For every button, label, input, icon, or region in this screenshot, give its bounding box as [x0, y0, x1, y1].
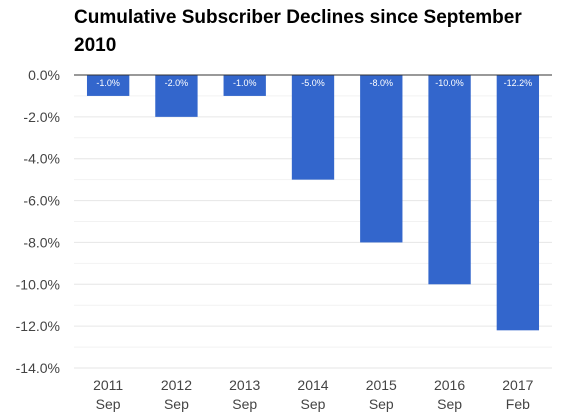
x-tick-label: 2015 — [366, 377, 397, 393]
bar — [360, 75, 403, 243]
data-label: -1.0% — [96, 78, 120, 88]
x-tick-label: Sep — [301, 396, 326, 412]
x-tick-label: Sep — [437, 396, 462, 412]
x-tick-label: 2012 — [161, 377, 192, 393]
x-tick-label: 2013 — [229, 377, 260, 393]
bar — [496, 75, 540, 331]
y-tick-label: -10.0% — [16, 276, 60, 292]
data-label: -12.2% — [504, 78, 533, 88]
data-label: -5.0% — [301, 78, 325, 88]
bar — [291, 75, 335, 180]
x-tick-label: 2014 — [297, 377, 328, 393]
y-tick-label: -8.0% — [23, 234, 60, 250]
data-label: -1.0% — [233, 78, 257, 88]
x-tick-label: Sep — [164, 396, 189, 412]
x-tick-label: 2011 — [93, 377, 123, 393]
y-tick-label: -14.0% — [16, 360, 60, 376]
bar — [223, 75, 266, 96]
y-tick-label: 0.0% — [28, 67, 60, 83]
x-tick-label: 2016 — [434, 377, 465, 393]
y-tick-label: -12.0% — [16, 318, 60, 334]
bar — [428, 75, 471, 285]
x-tick-label: Sep — [369, 396, 394, 412]
y-tick-label: -6.0% — [23, 193, 60, 209]
data-label: -8.0% — [370, 78, 394, 88]
x-tick-label: 2017 — [502, 377, 533, 393]
chart-title: Cumulative Subscriber Declines since Sep… — [74, 7, 522, 56]
bar — [86, 75, 130, 96]
y-tick-label: -2.0% — [23, 109, 60, 125]
bar — [155, 75, 198, 117]
x-tick-label: Sep — [96, 396, 121, 412]
x-tick-label: Sep — [232, 396, 257, 412]
data-label: -2.0% — [165, 78, 189, 88]
x-tick-label: Feb — [506, 396, 530, 412]
y-tick-label: -4.0% — [23, 151, 60, 167]
data-label: -10.0% — [435, 78, 464, 88]
